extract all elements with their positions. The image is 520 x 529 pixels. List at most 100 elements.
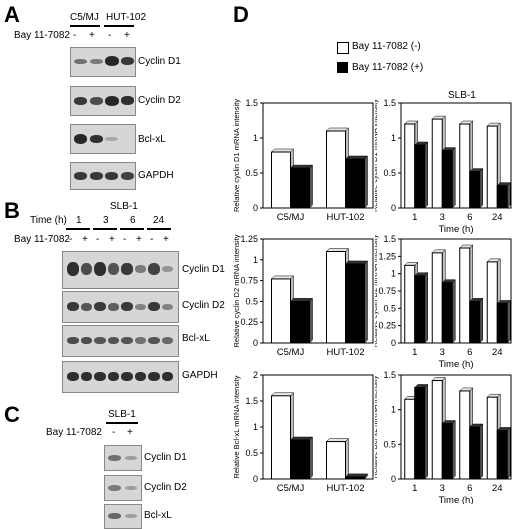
- bar-treated: [469, 426, 481, 480]
- y-tick-label: 1.5: [383, 98, 396, 108]
- bar-untreated: [271, 151, 291, 209]
- bar-untreated: [486, 396, 498, 480]
- sign-plus: +: [127, 427, 133, 438]
- bar-treated: [414, 144, 426, 209]
- bar-untreated: [326, 441, 346, 480]
- bar-treated: [469, 171, 481, 209]
- hut102-group-bar: [104, 25, 134, 27]
- bar-treated: [290, 300, 310, 344]
- y-axis-label: Relative cyclin D2 mRNA intensity: [375, 234, 379, 347]
- bar-treated: [496, 185, 508, 209]
- y-tick-label: 0: [253, 474, 258, 484]
- y-tick-label: 0: [253, 203, 258, 213]
- blot-label: Cyclin D1: [144, 452, 187, 463]
- y-tick-label: 2: [253, 370, 258, 380]
- plot-frame: [400, 374, 512, 480]
- legend-label-pos: Bay 11-7082 (+): [352, 62, 424, 73]
- panel-label-d: D: [233, 2, 249, 27]
- blot-a-cyclin-d1: [70, 47, 136, 77]
- x-axis-label: Time (h): [438, 359, 473, 369]
- bar-treated: [345, 263, 365, 344]
- panel-b-title: SLB-1: [110, 201, 138, 212]
- panel-c-group-bar: [106, 422, 138, 424]
- y-tick-label: 0.25: [240, 317, 258, 327]
- bar-treated: [414, 275, 426, 344]
- bar-treated: [345, 476, 365, 480]
- y-axis-label: Relative cyclin D2 mRNA intensity: [232, 234, 241, 347]
- bar-treated: [441, 282, 453, 344]
- time-group-bar: [93, 228, 117, 230]
- x-tick-label: HUT-102: [326, 483, 364, 494]
- y-tick-label: 1: [391, 269, 396, 279]
- y-axis-label: Relative cyclin D1 mRNA intensity: [375, 99, 379, 212]
- blot-b-gapdh: [62, 361, 179, 393]
- legend-swatch-pos: [337, 62, 348, 73]
- panel-d-right-title: SLB-1: [448, 90, 476, 101]
- blot-c-cyclin-d2: [104, 475, 142, 501]
- cell-line-hut102-label: HUT-102: [106, 12, 147, 23]
- y-axis-label: Relative Bcl-xL mRNA intensity: [375, 375, 379, 478]
- blot-a-bcl-xl: [70, 124, 136, 154]
- legend-swatch-neg: [337, 42, 349, 54]
- bar-treated: [290, 439, 310, 480]
- sign-minus: -: [108, 30, 112, 41]
- bar-treated: [496, 429, 508, 480]
- blot-a-cyclin-d2: [70, 86, 136, 116]
- y-tick-label: 0.75: [378, 286, 396, 296]
- x-tick-label: 6: [467, 347, 472, 358]
- sign-plus: +: [136, 234, 142, 245]
- cell-line-c5mj-label: C5/MJ: [70, 12, 99, 23]
- treatment-label-b: Bay 11-7082: [14, 234, 70, 245]
- sign-minus: -: [73, 30, 77, 41]
- x-tick-label: 24: [492, 483, 503, 494]
- y-tick-label: 0: [253, 338, 258, 348]
- x-axis-label: Time (h): [438, 495, 473, 504]
- y-tick-label: 1.5: [245, 98, 258, 108]
- legend-label-neg: Bay 11-7082 (-): [352, 41, 421, 52]
- y-tick-label: 0.5: [383, 303, 396, 313]
- bar-untreated: [404, 398, 416, 480]
- sign-minus: -: [96, 234, 100, 245]
- blot-label: Bcl-xL: [144, 510, 172, 521]
- blot-label: Bcl-xL: [182, 333, 210, 344]
- sign-minus: -: [69, 234, 73, 245]
- bar-untreated: [459, 247, 471, 344]
- bar-untreated: [431, 118, 443, 209]
- blot-label: GAPDH: [182, 370, 218, 381]
- bar-treated: [441, 423, 453, 480]
- sign-plus: +: [109, 234, 115, 245]
- blot-b-cyclin-d2: [62, 291, 179, 323]
- y-tick-label: 1.5: [383, 234, 396, 244]
- bar-untreated: [271, 278, 291, 344]
- sign-minus: -: [112, 427, 116, 438]
- bar-untreated: [431, 380, 443, 480]
- sign-plus: +: [82, 234, 88, 245]
- blot-label: Cyclin D2: [182, 300, 225, 311]
- y-tick-label: 1: [253, 133, 258, 143]
- panel-label-b: B: [4, 198, 20, 223]
- y-tick-label: 1.25: [240, 234, 258, 244]
- treatment-label-a: Bay 11-7082: [14, 30, 70, 41]
- time-label-b: Time (h): [30, 215, 67, 226]
- bar-untreated: [404, 123, 416, 209]
- x-tick-label: 6: [467, 212, 472, 223]
- y-tick-label: 1: [253, 422, 258, 432]
- bar-untreated: [404, 264, 416, 344]
- y-tick-label: 1.5: [245, 396, 258, 406]
- sign-minus: -: [150, 234, 154, 245]
- bar-untreated: [326, 250, 346, 344]
- panel-label-a: A: [4, 2, 20, 27]
- y-tick-label: 0.5: [383, 168, 396, 178]
- x-tick-label: 6: [467, 483, 472, 494]
- bar-treated: [414, 386, 426, 480]
- blot-b-cyclin-d1: [62, 251, 179, 289]
- x-tick-label: 24: [492, 347, 503, 358]
- x-tick-label: 1: [412, 483, 417, 494]
- panel-label-c: C: [4, 402, 20, 427]
- c5mj-group-bar: [70, 25, 100, 27]
- bar-treated: [469, 300, 481, 344]
- y-tick-label: 0: [391, 474, 396, 484]
- bar-chart-cyclin-d1-time: 0 0.5 1 1.5 Relative cyclin D1 mRNA intensit…: [375, 98, 512, 235]
- y-tick-label: 0: [391, 338, 396, 348]
- x-tick-label: C5/MJ: [277, 212, 305, 223]
